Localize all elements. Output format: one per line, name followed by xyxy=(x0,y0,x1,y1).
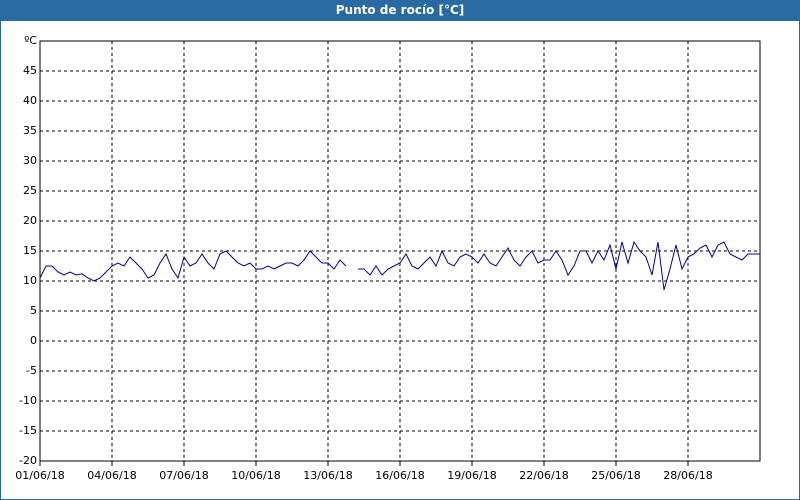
y-tick-label: -10 xyxy=(19,394,37,407)
y-tick-label: -5 xyxy=(26,364,37,377)
y-tick-label: 0 xyxy=(30,334,37,347)
x-tick-label: 13/06/18 xyxy=(303,469,352,482)
y-tick-label: 15 xyxy=(23,244,37,257)
y-tick-label: -20 xyxy=(19,454,37,467)
y-tick-label: 35 xyxy=(23,124,37,137)
x-tick-label: 22/06/18 xyxy=(519,469,568,482)
x-tick-label: 01/06/18 xyxy=(15,469,64,482)
y-tick-label: 20 xyxy=(23,214,37,227)
x-tick-label: 04/06/18 xyxy=(87,469,136,482)
y-tick-label: 25 xyxy=(23,184,37,197)
x-tick-label: 25/06/18 xyxy=(591,469,640,482)
y-tick-label: ºC xyxy=(24,34,37,47)
x-tick-label: 07/06/18 xyxy=(159,469,208,482)
y-tick-label: 40 xyxy=(23,94,37,107)
y-tick-label: 30 xyxy=(23,154,37,167)
y-tick-label: -15 xyxy=(19,424,37,437)
window-title: Punto de rocío [°C] xyxy=(0,0,800,21)
y-tick-label: 5 xyxy=(30,304,37,317)
x-tick-label: 28/06/18 xyxy=(663,469,712,482)
y-tick-label: 10 xyxy=(23,274,37,287)
x-tick-label: 19/06/18 xyxy=(447,469,496,482)
x-tick-label: 10/06/18 xyxy=(231,469,280,482)
y-tick-label: 45 xyxy=(23,64,37,77)
data-line xyxy=(39,240,760,291)
x-tick-label: 16/06/18 xyxy=(375,469,424,482)
